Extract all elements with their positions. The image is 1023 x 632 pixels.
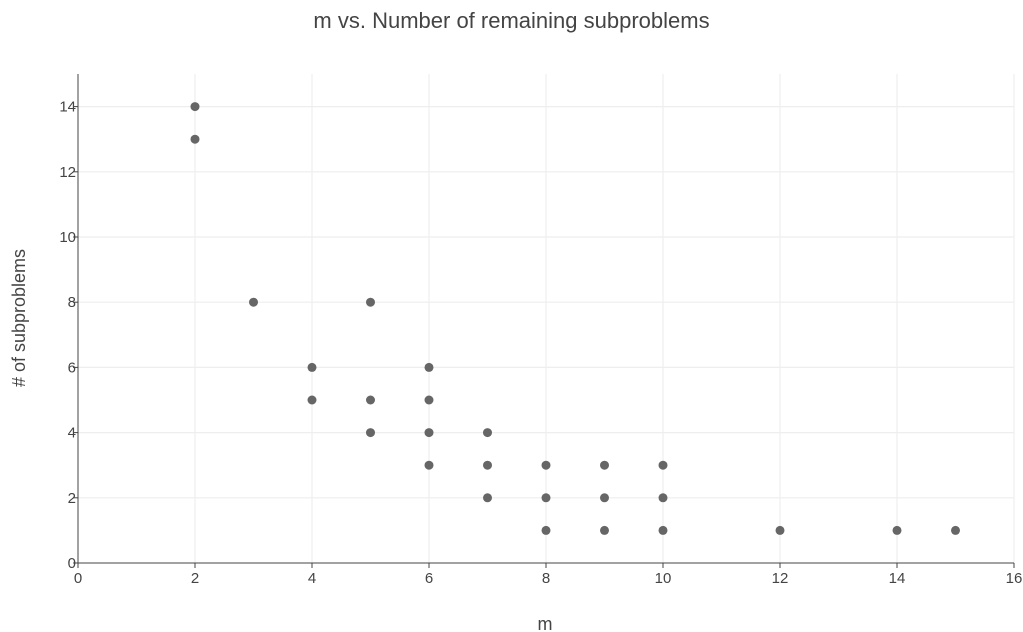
- tick-labels: 0 2 4 6 8 10 12 14 16 0 2 4 6 8 10 12 14: [59, 99, 1022, 587]
- data-point: [307, 395, 317, 405]
- y-tick-label: 8: [68, 294, 76, 311]
- y-tick-label: 14: [59, 99, 76, 116]
- data-point: [600, 525, 609, 535]
- data-point: [892, 525, 902, 535]
- y-tick-label: 10: [59, 229, 76, 246]
- y-tick-label: 12: [59, 164, 76, 181]
- x-axis-title: m: [538, 614, 553, 632]
- data-point: [600, 493, 609, 503]
- y-axis-title: # of subproblems: [9, 249, 29, 387]
- x-tick-label: 6: [425, 570, 433, 587]
- chart-title: m vs. Number of remaining subproblems: [313, 8, 710, 33]
- x-tick-label: 4: [308, 570, 316, 587]
- data-point: [658, 525, 668, 535]
- data-point: [483, 493, 492, 503]
- data-point: [190, 134, 200, 144]
- data-point: [366, 297, 375, 307]
- x-tick-label: 16: [1006, 570, 1023, 587]
- data-point: [541, 493, 551, 503]
- data-point: [424, 428, 434, 438]
- y-tick-label: 0: [68, 555, 76, 572]
- data-point: [483, 460, 492, 470]
- data-point: [366, 395, 375, 405]
- data-point: [541, 460, 551, 470]
- data-points: [190, 102, 960, 535]
- data-point: [424, 395, 434, 405]
- data-point: [658, 493, 668, 503]
- axes: [73, 74, 1015, 568]
- data-point: [424, 362, 434, 372]
- x-tick-label: 0: [74, 570, 82, 587]
- x-tick-label: 2: [191, 570, 199, 587]
- x-tick-label: 12: [772, 570, 789, 587]
- y-tick-label: 6: [68, 359, 76, 376]
- data-point: [366, 428, 375, 438]
- data-point: [541, 525, 551, 535]
- data-point: [190, 102, 200, 112]
- y-tick-label: 4: [68, 425, 76, 442]
- y-tick-label: 2: [68, 490, 76, 507]
- data-point: [775, 525, 785, 535]
- x-tick-label: 14: [889, 570, 906, 587]
- data-point: [424, 460, 434, 470]
- data-point: [307, 362, 317, 372]
- data-point: [600, 460, 609, 470]
- x-tick-label: 8: [542, 570, 550, 587]
- data-point: [483, 428, 492, 438]
- data-point: [249, 297, 258, 307]
- x-tick-label: 10: [655, 570, 672, 587]
- grid: [78, 74, 1015, 563]
- data-point: [951, 525, 960, 535]
- data-point: [658, 460, 668, 470]
